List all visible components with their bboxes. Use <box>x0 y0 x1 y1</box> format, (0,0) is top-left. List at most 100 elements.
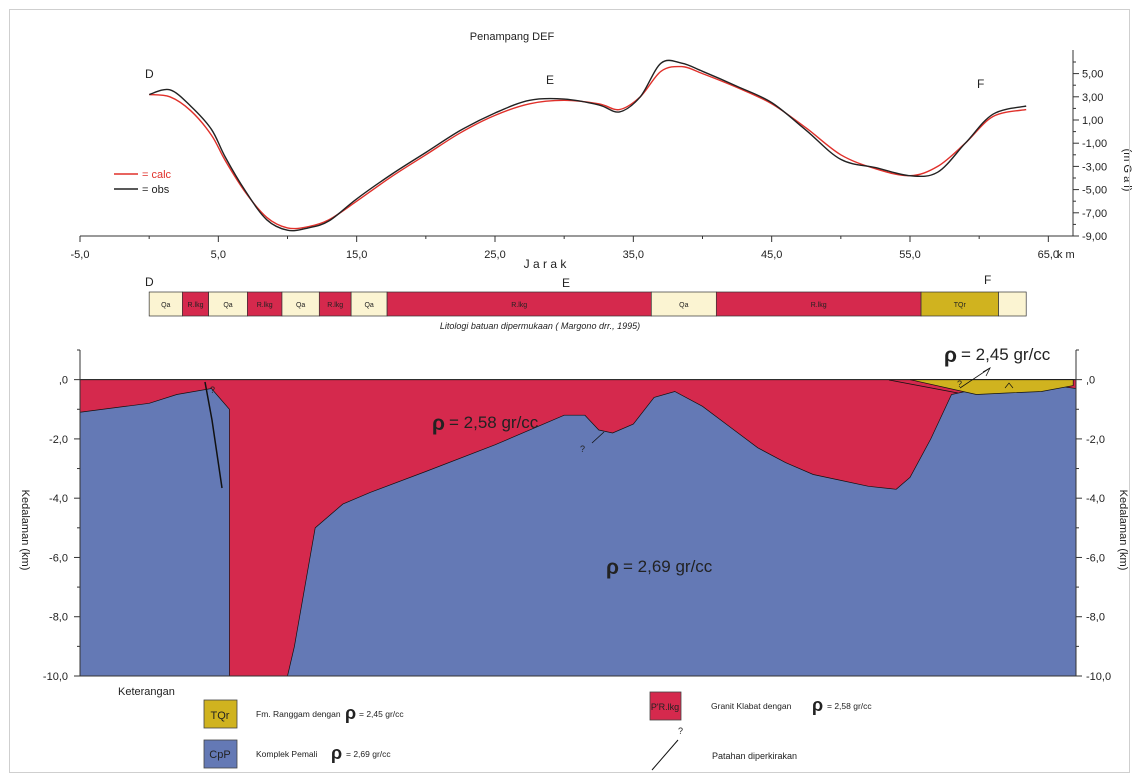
point-d-top: D <box>145 67 154 81</box>
gravity-tick-label: -1,00 <box>1082 138 1107 150</box>
depth-tick-label-right: -2,0 <box>1086 434 1105 446</box>
point-f-strip: F <box>984 273 991 287</box>
lithology-caption: Litologi batuan dipermukaan ( Margono dr… <box>440 321 640 331</box>
fault-question-2: ? <box>580 444 585 454</box>
depth-tick-label-left: ,0 <box>59 375 68 387</box>
depth-tick-label-right: -10,0 <box>1086 671 1111 683</box>
lithology-cell-label: R.lkg <box>257 302 273 309</box>
legend-fault-question: ? <box>678 726 683 736</box>
lithology-cells: Qa R.lkg Qa R.lkg Qa R.lkg Qa R.lkg Qa R.lkg TQr <box>148 291 1027 317</box>
x-tick-label: 25,0 <box>484 249 505 261</box>
legend-fault-symbol <box>651 739 679 771</box>
lithology-cell-label: Qa <box>364 302 373 309</box>
chart-title: Penampang DEF <box>470 31 555 43</box>
rho-symbol-ranggam: ρ <box>944 344 957 367</box>
fault-question-1: ? <box>210 385 215 395</box>
granite-density-value: = 2,58 gr/cc <box>449 413 539 432</box>
legend-fault-text: Patahan diperkirakan <box>712 751 797 761</box>
x-tick-label: 5,0 <box>211 249 226 261</box>
gravity-tick-label: 1,00 <box>1082 115 1103 127</box>
legend-item-klabat: P'R.lkg Granit Klabat dengan ρ = 2,58 gr… <box>649 691 872 721</box>
lithology-cell <box>208 291 248 317</box>
gravity-tick-label: -9,00 <box>1082 231 1107 243</box>
depth-tick-label-right: -6,0 <box>1086 552 1105 564</box>
lithology-cell <box>148 291 183 317</box>
fault-line-middle <box>591 431 605 444</box>
lithology-cell <box>998 291 1027 317</box>
granite-density-label: ρ = 2,58 gr/cc <box>432 412 539 435</box>
density-model-panel: ? ? ? ,0 -2,0 -4,0 -6,0 -8,0 -10,0 ,0 -2,0 -4,0… <box>19 344 1129 683</box>
x-tick-label: 45,0 <box>761 249 782 261</box>
legend-klabat-text: Granit Klabat dengan <box>711 701 792 711</box>
gravity-tick-label: -7,00 <box>1082 208 1107 220</box>
x-tick-label: 15,0 <box>346 249 367 261</box>
point-e-top: E <box>546 73 554 87</box>
lithology-cell <box>318 291 352 317</box>
ranggam-pointer-line <box>959 367 991 389</box>
basement-density-label: ρ = 2,69 gr/cc <box>606 556 713 579</box>
lithology-cell-label: TQr <box>954 302 967 309</box>
gravity-tick-label: -3,00 <box>1082 161 1107 173</box>
gravity-tick-label: -5,00 <box>1082 185 1107 197</box>
point-d-strip: D <box>145 275 154 289</box>
legend-ranggam-rho: ρ <box>345 703 356 723</box>
ranggam-density-value: = 2,45 gr/cc <box>961 345 1051 364</box>
legend-swatch-klabat <box>649 691 682 721</box>
legend-pemali-text: Komplek Pemali <box>256 749 318 759</box>
lithology-cell-label: Qa <box>223 302 232 309</box>
legend-pemali-rho: ρ <box>331 743 342 763</box>
legend-title: Keterangan <box>118 686 175 698</box>
lithology-cell <box>386 291 652 317</box>
depth-tick-label-left: -8,0 <box>49 612 68 624</box>
gravity-x-tick-labels: -5,0 5,0 15,0 25,0 35,0 45,0 55,0 65,0 <box>71 249 1060 261</box>
gravity-y-ticks <box>1073 61 1079 237</box>
lithology-cell-label: R.lkg <box>811 302 827 309</box>
depth-tick-label-left: -2,0 <box>49 434 68 446</box>
depth-ticks <box>74 349 1082 677</box>
gravity-x-ticks <box>79 236 1049 242</box>
legend-klabat-density: = 2,58 gr/cc <box>827 701 872 711</box>
fault-line-west <box>204 381 223 489</box>
lithology-cell-label: Qa <box>296 302 305 309</box>
lithology-cell-label: R.lkg <box>188 302 204 309</box>
depth-axis-label-right: Kedalaman (km) <box>1117 490 1129 571</box>
depth-tick-labels-left: ,0 -2,0 -4,0 -6,0 -8,0 -10,0 <box>43 375 68 683</box>
gravity-profile-panel: Penampang DEF -5,0 5,0 15,0 25,0 35,0 45,0 55,… <box>71 31 1133 271</box>
fault-question-3: ? <box>957 379 962 389</box>
lithology-cell-label: Qa <box>161 302 170 309</box>
lithology-cell <box>715 291 922 317</box>
x-tick-label: 55,0 <box>899 249 920 261</box>
x-tick-label: -5,0 <box>71 249 90 261</box>
lithology-cell <box>650 291 717 317</box>
lithology-cell-label: R.lkg <box>327 302 343 309</box>
depth-tick-label-left: -4,0 <box>49 493 68 505</box>
depth-tick-labels-right: ,0 -2,0 -4,0 -6,0 -8,0 -10,0 <box>1086 375 1111 683</box>
legend-swatch-pemali-code: CpP <box>209 749 230 761</box>
obs-series-line <box>148 59 1027 232</box>
legend-swatch-pemali <box>203 739 238 769</box>
legend: Keterangan TQr Fm. Ranggam dengan ρ = 2,… <box>118 686 872 771</box>
gravity-tick-label: 5,00 <box>1082 69 1103 81</box>
lithology-cell <box>350 291 388 317</box>
obs-legend-label: = obs <box>142 184 170 196</box>
calc-series-line <box>149 65 1027 230</box>
depth-tick-label-right: -4,0 <box>1086 493 1105 505</box>
lithology-cell-label: R.lkg <box>511 302 527 309</box>
legend-item-pemali: CpP Komplek Pemali ρ = 2,69 gr/cc <box>203 739 391 769</box>
lithology-cell <box>281 291 320 317</box>
ranggam-density-label: ρ = 2,45 gr/cc <box>944 344 1051 367</box>
legend-klabat-rho: ρ <box>812 695 823 715</box>
x-tick-label: 35,0 <box>623 249 644 261</box>
depth-tick-label-right: ,0 <box>1086 375 1095 387</box>
rho-symbol-granite: ρ <box>432 412 445 435</box>
x-axis-unit: k m <box>1057 249 1075 261</box>
lithology-cell <box>920 291 999 317</box>
basement-density-value: = 2,69 gr/cc <box>623 557 713 576</box>
legend-ranggam-text: Fm. Ranggam dengan <box>256 709 341 719</box>
legend-item-ranggam: TQr Fm. Ranggam dengan ρ = 2,45 gr/cc <box>203 699 404 729</box>
fault-line-east <box>888 379 959 394</box>
legend-pemali-density: = 2,69 gr/cc <box>346 749 391 759</box>
gravity-axis-label: (m G a l) <box>1121 149 1133 192</box>
ranggam-dip-mark <box>1004 382 1014 389</box>
